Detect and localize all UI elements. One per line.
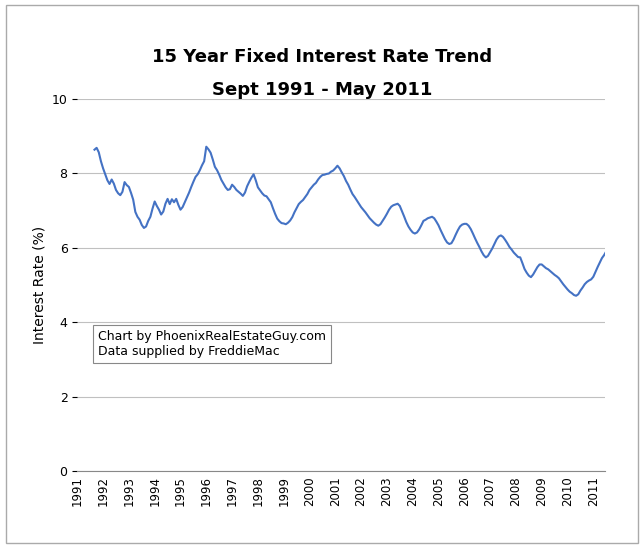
Text: 15 Year Fixed Interest Rate Trend: 15 Year Fixed Interest Rate Trend xyxy=(152,48,492,66)
Text: Chart by PhoenixRealEstateGuy.com
Data supplied by FreddieMac: Chart by PhoenixRealEstateGuy.com Data s… xyxy=(99,330,327,358)
Y-axis label: Interest Rate (%): Interest Rate (%) xyxy=(32,226,46,344)
Text: Sept 1991 - May 2011: Sept 1991 - May 2011 xyxy=(212,81,432,99)
